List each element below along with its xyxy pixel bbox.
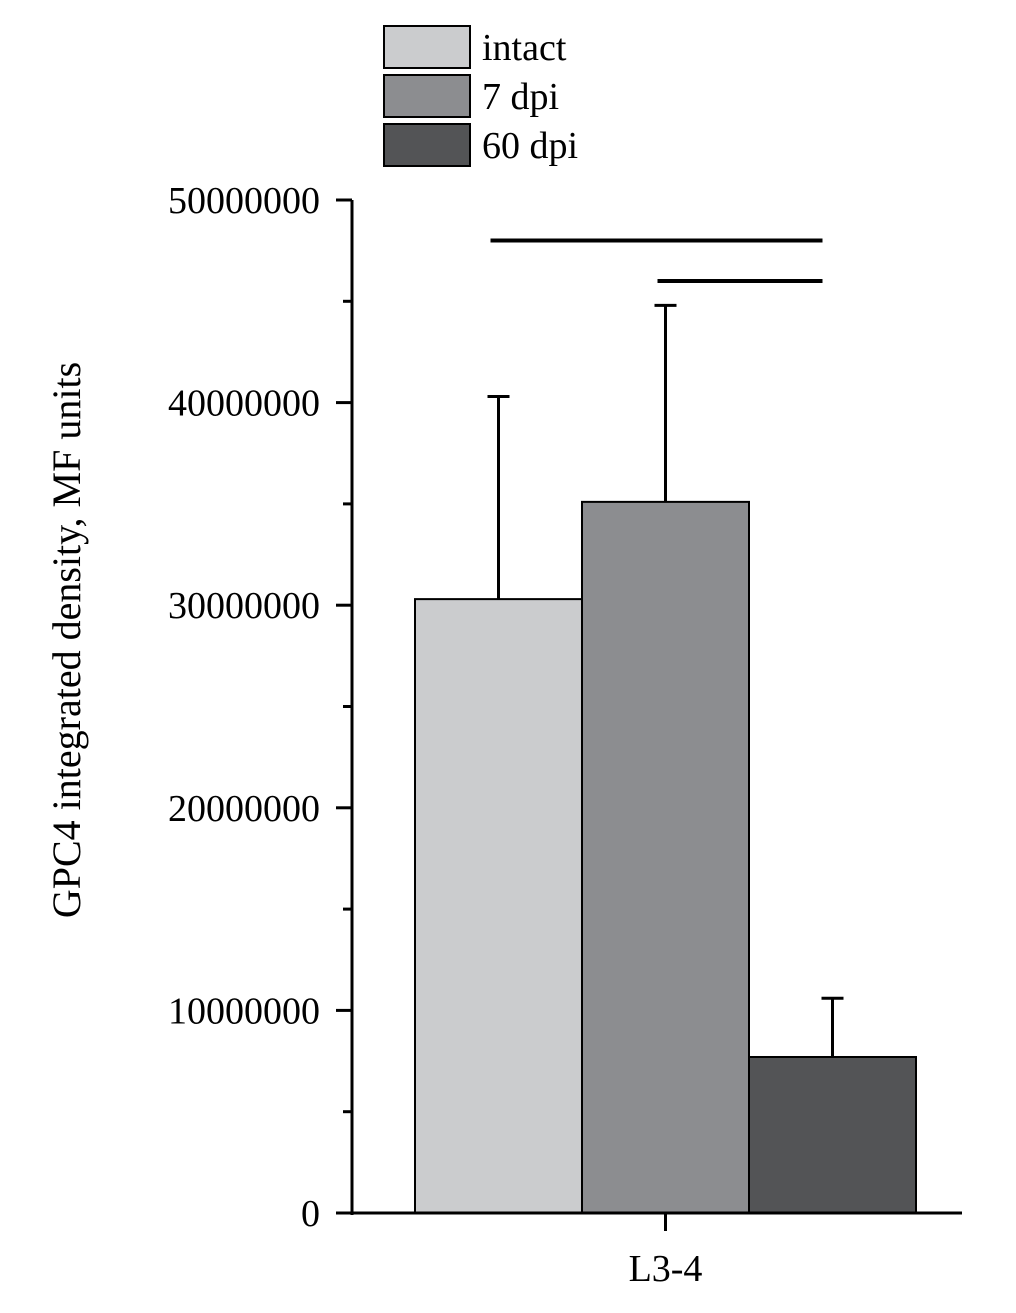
y-axis-title: GPC4 integrated density, MF units bbox=[44, 362, 89, 918]
error-bar-7-dpi bbox=[654, 303, 677, 502]
bar-60-dpi bbox=[748, 1055, 917, 1215]
y-tick-label: 30000000 bbox=[168, 585, 320, 627]
y-tick-label: 40000000 bbox=[168, 383, 320, 425]
legend-label: intact bbox=[482, 27, 567, 69]
legend-swatch bbox=[383, 25, 471, 69]
y-tick-label: 50000000 bbox=[168, 180, 320, 222]
error-bar-60-dpi bbox=[821, 996, 844, 1057]
x-tick-label: L3-4 bbox=[629, 1248, 703, 1290]
axes: 0 10000000 20000000 30000000 40000000 5000000… bbox=[168, 180, 962, 1290]
bar-intact bbox=[414, 598, 583, 1214]
error-bars bbox=[487, 303, 844, 1057]
legend-item-intact: intact bbox=[383, 25, 567, 69]
bar-7-dpi bbox=[581, 500, 750, 1214]
significance-lines bbox=[490, 238, 823, 284]
error-bar-intact bbox=[487, 395, 510, 600]
bars bbox=[414, 500, 917, 1215]
legend-label: 7 dpi bbox=[482, 76, 559, 118]
legend-label: 60 dpi bbox=[482, 125, 578, 167]
legend-swatch bbox=[383, 74, 471, 118]
legend-item-7-dpi: 7 dpi bbox=[383, 74, 559, 118]
y-tick-label: 0 bbox=[301, 1193, 320, 1235]
y-tick-label: 20000000 bbox=[168, 788, 320, 830]
legend-item-60-dpi: 60 dpi bbox=[383, 123, 578, 167]
y-tick-label: 10000000 bbox=[168, 990, 320, 1032]
legend-swatch bbox=[383, 123, 471, 167]
legend: intact 7 dpi 60 dpi bbox=[383, 25, 578, 167]
